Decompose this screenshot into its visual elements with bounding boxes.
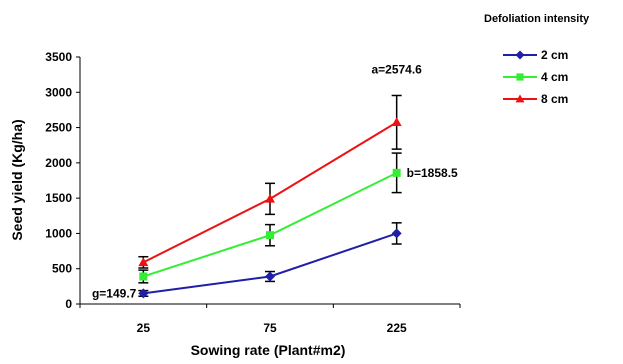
y-axis-title: Seed yield (Kg/ha) — [9, 119, 25, 240]
legend: Defoliation intensity 2 cm 4 cm 8 cm — [484, 13, 590, 106]
y-tick-label: 3000 — [45, 85, 72, 99]
y-ticks: 0 500 1000 1500 2000 2500 3000 3500 — [45, 50, 80, 311]
legend-item: 2 cm — [503, 48, 568, 62]
legend-item: 8 cm — [503, 92, 568, 106]
series-8-cm — [138, 94, 402, 269]
legend-title: Defoliation intensity — [484, 13, 590, 25]
legend-label: 8 cm — [541, 92, 568, 106]
square-marker — [516, 73, 524, 81]
diamond-marker — [515, 50, 525, 60]
y-tick-label: 2500 — [45, 121, 72, 135]
square-marker — [392, 168, 401, 177]
legend-item: 4 cm — [503, 70, 568, 84]
y-tick-label: 0 — [65, 297, 72, 311]
x-tick-label: 225 — [387, 321, 407, 335]
legend-label: 4 cm — [541, 70, 568, 84]
x-axis-title: Sowing rate (Plant#m2) — [191, 342, 346, 358]
annotation-label: g=149.7 — [92, 286, 137, 300]
annotations: a=2574.6 b=1858.5 g=149.7 — [92, 62, 458, 300]
y-tick-label: 1000 — [45, 226, 72, 240]
triangle-marker — [515, 94, 525, 103]
triangle-marker — [265, 193, 275, 203]
triangle-marker — [138, 257, 149, 267]
x-tick-label: 75 — [263, 321, 277, 335]
square-marker — [139, 272, 148, 281]
diamond-marker — [391, 228, 402, 239]
axes — [79, 57, 460, 305]
annotation-label: b=1858.5 — [407, 166, 458, 180]
y-tick-label: 3500 — [45, 50, 72, 64]
x-tick-label: 25 — [137, 321, 151, 335]
series-2-cm — [138, 222, 402, 299]
y-tick-label: 1500 — [45, 191, 72, 205]
x-ticks: 25 75 225 — [79, 304, 461, 335]
y-tick-label: 2000 — [45, 156, 72, 170]
series-4-cm — [138, 152, 402, 284]
square-marker — [266, 231, 274, 240]
series-layer — [138, 94, 402, 299]
diamond-marker — [138, 288, 149, 299]
y-tick-label: 500 — [52, 262, 72, 276]
annotation-label: a=2574.6 — [371, 62, 422, 76]
legend-label: 2 cm — [541, 48, 568, 62]
triangle-marker — [391, 117, 402, 127]
diamond-marker — [265, 271, 275, 282]
